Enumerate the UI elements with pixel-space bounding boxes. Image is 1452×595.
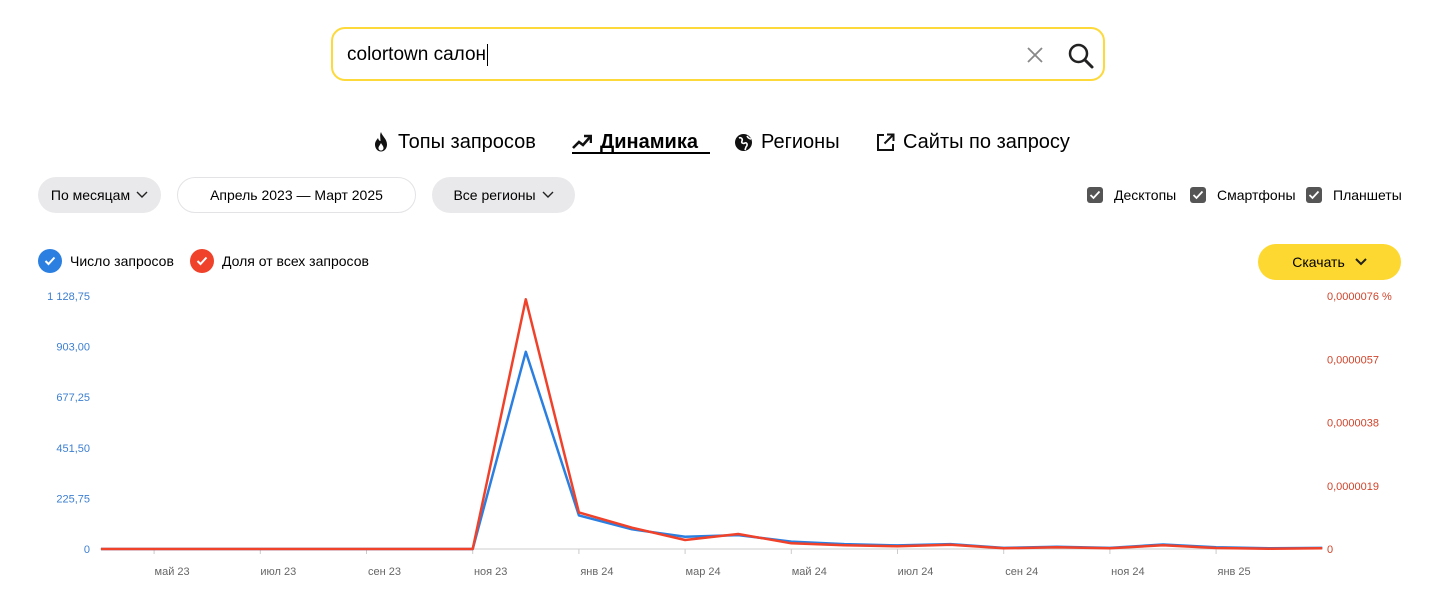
series-line-share	[101, 298, 1323, 551]
checkmark-icon	[190, 249, 214, 273]
checkbox-label: Десктопы	[1114, 187, 1177, 203]
chevron-down-icon	[542, 191, 554, 198]
tab-bar: Топы запросов Динамика Регионы Сайты по …	[0, 127, 1452, 159]
checkbox-smartphones[interactable]: Смартфоны	[1190, 185, 1296, 205]
y-right-tick-label: 0,0000038	[1327, 418, 1379, 430]
legend-label: Доля от всех запросов	[222, 253, 369, 269]
y-right-tick-label: 0,0000019	[1327, 481, 1379, 493]
series-line-count	[101, 350, 1323, 551]
x-tick-label: ноя 24	[1111, 566, 1144, 578]
legend-label: Число запросов	[70, 253, 174, 269]
search-icon[interactable]	[1067, 42, 1095, 70]
x-tick-label: июл 24	[898, 566, 934, 578]
x-tick-label: янв 24	[580, 566, 613, 578]
period-label: По месяцам	[50, 187, 131, 203]
checkbox-tablets[interactable]: Планшеты	[1306, 185, 1402, 205]
tab-sites[interactable]: Сайты по запросу	[876, 127, 1070, 157]
external-link-icon	[877, 133, 895, 151]
date-range-label: Апрель 2023 — Март 2025	[210, 187, 383, 203]
checkmark-icon	[1087, 187, 1103, 203]
y-right-tick-label: 0	[1327, 544, 1333, 556]
chevron-down-icon	[136, 191, 148, 198]
legend-toggle-count[interactable]: Число запросов	[38, 249, 174, 273]
checkmark-icon	[38, 249, 62, 273]
y-right-tick-label: 0,0000057	[1327, 354, 1379, 366]
download-button[interactable]: Скачать	[1258, 244, 1401, 280]
period-select[interactable]: По месяцам	[38, 177, 161, 213]
tab-label: Динамика	[600, 130, 698, 153]
checkbox-desktops[interactable]: Десктопы	[1087, 185, 1176, 205]
trend-icon	[572, 134, 592, 149]
x-tick-label: сен 24	[1005, 566, 1038, 578]
checkbox-label: Планшеты	[1333, 187, 1402, 203]
search-input[interactable]: colortown салон	[331, 27, 1105, 81]
tab-dynamics[interactable]: Динамика	[572, 127, 698, 157]
checkmark-icon	[1306, 187, 1322, 203]
checkmark-icon	[1190, 187, 1206, 203]
x-tick-label: мар 24	[686, 566, 721, 578]
tab-label: Топы запросов	[398, 130, 536, 153]
y-left-tick-label: 225,75	[56, 493, 90, 505]
legend-toggle-share[interactable]: Доля от всех запросов	[190, 249, 369, 273]
tab-label: Сайты по запросу	[903, 130, 1070, 153]
search-query[interactable]: colortown салон	[347, 44, 489, 66]
date-range-select[interactable]: Апрель 2023 — Март 2025	[177, 177, 416, 213]
chevron-down-icon	[1355, 258, 1367, 266]
x-tick-label: ноя 23	[474, 566, 507, 578]
y-left-tick-label: 903,00	[56, 342, 90, 354]
fire-icon	[375, 132, 387, 152]
checkbox-label: Смартфоны	[1217, 187, 1296, 203]
active-tab-underline	[572, 152, 710, 154]
region-label: Все регионы	[453, 187, 536, 203]
y-left-tick-label: 1 128,75	[47, 291, 90, 303]
tab-regions[interactable]: Регионы	[734, 127, 840, 157]
y-left-tick-label: 677,25	[56, 392, 90, 404]
x-tick-label: июл 23	[260, 566, 296, 578]
x-tick-label: янв 25	[1218, 566, 1251, 578]
download-label: Скачать	[1292, 254, 1345, 270]
y-left-tick-label: 451,50	[56, 443, 90, 455]
x-tick-label: май 23	[155, 566, 190, 578]
region-select[interactable]: Все регионы	[432, 177, 575, 213]
tab-label: Регионы	[761, 130, 840, 153]
globe-icon	[735, 133, 752, 151]
x-tick-label: сен 23	[368, 566, 401, 578]
x-tick-label: май 24	[792, 566, 827, 578]
y-right-tick-label: 0,0000076 %	[1327, 291, 1392, 303]
tab-top-queries[interactable]: Топы запросов	[372, 127, 536, 157]
clear-icon[interactable]	[1025, 45, 1045, 65]
text-caret	[487, 44, 489, 66]
y-left-tick-label: 0	[84, 544, 90, 556]
